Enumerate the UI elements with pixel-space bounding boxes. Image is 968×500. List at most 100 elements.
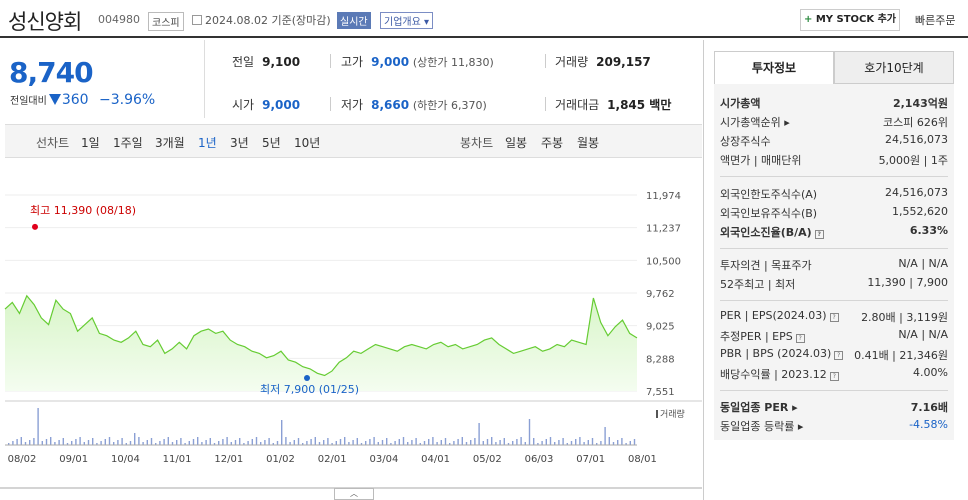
- stock-header: 성신양회 004980 코스피 2024.08.02 기준(장마감) 실시간 기…: [0, 0, 968, 38]
- volume-bar: [436, 442, 438, 445]
- volume-bar: [87, 440, 90, 445]
- volume-bar: [293, 440, 295, 445]
- add-mystock-button[interactable]: + MY STOCK 추가: [800, 9, 900, 31]
- price-area: [5, 295, 637, 391]
- volume-bar: [96, 443, 98, 445]
- candle-weekly[interactable]: 주봉: [541, 136, 564, 150]
- volume-bar: [558, 440, 560, 445]
- volume-bar: [419, 443, 421, 445]
- quick-order-button[interactable]: 빠른주문: [915, 14, 956, 27]
- volume-bar: [369, 439, 371, 445]
- down-triangle-icon: [48, 94, 61, 105]
- volume-bar: [83, 442, 85, 445]
- period-1d[interactable]: 1일: [81, 136, 100, 150]
- y-tick-label: 7,551: [646, 387, 675, 398]
- info-cap-rank[interactable]: 시가총액순위 ▸ 코스피 626위: [720, 116, 948, 129]
- volume-bar: [533, 438, 535, 445]
- volume-bar: [54, 442, 56, 445]
- price-chart[interactable]: 11,974 11,237 10,500 9,762 9,025 8,288 7,551 최고…: [0, 160, 702, 500]
- volume-bar: [146, 440, 148, 445]
- volume-bar: [575, 439, 577, 445]
- x-tick-label: 08/01: [628, 454, 657, 465]
- realtime-badge[interactable]: 실시간: [337, 12, 371, 29]
- period-3y[interactable]: 3년: [230, 136, 249, 150]
- info-par: 액면가 | 매매단위 5,000원 | 1주: [720, 154, 948, 167]
- investment-info-panel: 시가총액 2,143억원 시가총액순위 ▸ 코스피 626위 상장주식수 24,516…: [714, 84, 954, 440]
- volume-bar: [512, 441, 514, 445]
- info-sector-rate[interactable]: 동일업종 등락률 ▸ -4.58%: [720, 418, 948, 433]
- stat-open: 시가 9,000: [232, 98, 301, 112]
- market-badge: 코스피: [148, 12, 184, 31]
- volume-bar: [71, 441, 73, 445]
- volume-bar: [461, 437, 463, 445]
- volume-bar: [390, 443, 392, 445]
- tab-investment-info[interactable]: 투자정보: [714, 51, 834, 84]
- volume-bar: [503, 438, 505, 445]
- volume-bar: [591, 438, 594, 445]
- help-icon[interactable]: ?: [834, 351, 844, 360]
- volume-bar: [58, 440, 60, 445]
- volume-bar: [344, 437, 346, 445]
- volume-bar: [302, 443, 304, 445]
- volume-bar: [465, 442, 468, 445]
- volume-bar: [45, 439, 48, 445]
- info-sector-per[interactable]: 동일업종 PER ▸ 7.16배: [720, 401, 948, 414]
- info-per: PER | EPS(2024.03)? 2.80배 | 3,119원: [720, 309, 948, 324]
- period-1y[interactable]: 1년: [198, 136, 217, 150]
- help-icon[interactable]: ?: [795, 334, 805, 343]
- volume-bar: [16, 439, 18, 445]
- volume-bar: [276, 441, 279, 445]
- volume-bar: [365, 441, 367, 445]
- period-3m[interactable]: 3개월: [155, 136, 185, 150]
- volume-bar: [360, 443, 363, 445]
- volume-bar: [142, 442, 144, 445]
- volume-bar: [596, 443, 598, 445]
- info-foreign-ratio: 외국인소진율(B/A)? 6.33%: [720, 224, 948, 239]
- volume-bar: [482, 441, 484, 445]
- volume-bar: [218, 441, 220, 445]
- volume-bar: [398, 439, 400, 445]
- volume-bar: [230, 442, 232, 445]
- volume-bar: [24, 442, 27, 445]
- low-marker: [304, 375, 310, 381]
- volume-bar: [629, 441, 631, 445]
- help-icon[interactable]: ?: [829, 372, 839, 381]
- info-tabs: 투자정보 호가10단계: [714, 51, 954, 84]
- x-tick-label: 09/01: [59, 454, 88, 465]
- volume-bar: [604, 427, 606, 445]
- company-overview-button[interactable]: 기업개요 ▾: [380, 12, 433, 29]
- info-foreign-hold: 외국인보유주식수(B) 1,552,620: [720, 205, 948, 220]
- period-5y[interactable]: 5년: [262, 136, 281, 150]
- volume-bar: [205, 440, 207, 445]
- x-tick-label: 01/02: [266, 454, 295, 465]
- period-10y[interactable]: 10년: [294, 136, 321, 150]
- period-1w[interactable]: 1주일: [113, 136, 143, 150]
- x-tick-label: 10/04: [111, 454, 140, 465]
- collapse-toggle-button[interactable]: ︿: [334, 488, 374, 500]
- tab-order-book[interactable]: 호가10단계: [834, 51, 954, 84]
- volume-bar: [41, 441, 43, 445]
- low-label: 최저 7,900 (01/25): [260, 383, 359, 396]
- help-icon[interactable]: ?: [814, 230, 824, 239]
- candle-daily[interactable]: 일봉: [505, 136, 528, 150]
- base-date: 2024.08.02 기준(장마감): [192, 12, 331, 28]
- volume-bar: [192, 439, 195, 445]
- info-market-cap: 시가총액 2,143억원: [720, 97, 948, 110]
- volume-bar: [495, 442, 497, 445]
- volume-bar: [377, 442, 379, 445]
- volume-bar: [37, 408, 39, 445]
- volume-bar: [486, 439, 489, 445]
- candle-monthly[interactable]: 월봉: [577, 136, 600, 150]
- volume-bar: [167, 437, 169, 445]
- volume-bar: [281, 420, 283, 445]
- volume-bar: [239, 438, 241, 445]
- volume-bar: [188, 441, 190, 445]
- volume-bar: [499, 440, 501, 445]
- y-tick-label: 10,500: [646, 256, 681, 267]
- x-tick-label: 12/01: [214, 454, 243, 465]
- help-icon[interactable]: ?: [829, 313, 839, 322]
- volume-bar: [440, 440, 442, 445]
- volume-bar: [612, 442, 615, 445]
- volume-bar: [180, 438, 182, 445]
- volume-bar: [474, 438, 476, 445]
